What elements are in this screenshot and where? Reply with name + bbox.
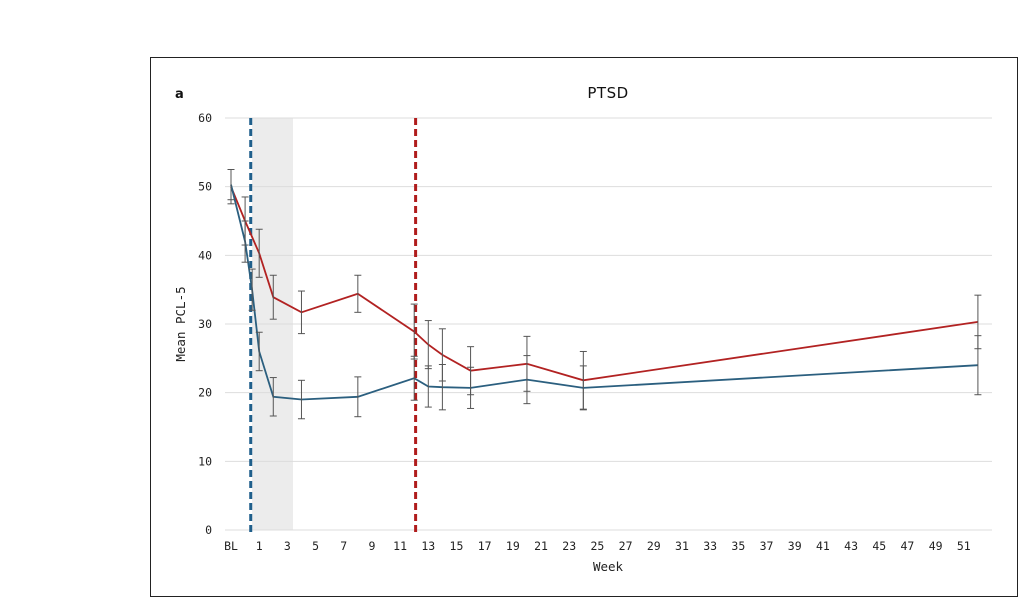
y-tick-label: 20 xyxy=(198,386,212,400)
x-tick-label: 17 xyxy=(478,539,492,553)
x-tick-label: 43 xyxy=(844,539,858,553)
y-tick-label: 30 xyxy=(198,317,212,331)
y-axis-label: Mean PCL-5 xyxy=(173,286,188,361)
panel-letter: a xyxy=(175,87,184,102)
x-tick-label: 5 xyxy=(312,539,319,553)
x-axis-label: Week xyxy=(593,559,624,574)
grid-layer xyxy=(225,118,992,530)
x-tick-label: 23 xyxy=(562,539,576,553)
x-tick-label: 35 xyxy=(731,539,745,553)
y-tick-label: 10 xyxy=(198,454,212,468)
x-tick-label: 41 xyxy=(816,539,830,553)
x-tick-label: 1 xyxy=(256,539,263,553)
x-tick-label: 19 xyxy=(506,539,520,553)
x-tick-label: 27 xyxy=(619,539,633,553)
series-layer xyxy=(228,170,982,419)
y-tick-label: 40 xyxy=(198,248,212,262)
series-1 xyxy=(228,170,982,410)
y-tick-label: 50 xyxy=(198,180,212,194)
x-tick-label: 47 xyxy=(901,539,915,553)
x-tick-label: 29 xyxy=(647,539,661,553)
x-tick-label: 49 xyxy=(929,539,943,553)
series-line xyxy=(231,187,978,381)
x-tick-label: 15 xyxy=(450,539,464,553)
series-line xyxy=(231,185,978,400)
x-tick-label: 37 xyxy=(760,539,774,553)
x-tick-label: BL xyxy=(224,539,238,553)
x-tick-label: 13 xyxy=(421,539,435,553)
y-tick-label: 60 xyxy=(198,111,212,125)
y-tick-label: 0 xyxy=(205,523,212,537)
x-tick-label: 39 xyxy=(788,539,802,553)
x-tick-label: 31 xyxy=(675,539,689,553)
x-tick-label: 7 xyxy=(340,539,347,553)
x-tick-label: 33 xyxy=(703,539,717,553)
x-tick-label: 11 xyxy=(393,539,407,553)
x-tick-label: 25 xyxy=(590,539,604,553)
x-tick-label: 3 xyxy=(284,539,291,553)
series-2 xyxy=(228,170,982,419)
x-tick-label: 45 xyxy=(872,539,886,553)
x-tick-label: 51 xyxy=(957,539,971,553)
x-tick-label: 9 xyxy=(368,539,375,553)
chart-title: PTSD xyxy=(587,84,628,102)
x-tick-label: 21 xyxy=(534,539,548,553)
